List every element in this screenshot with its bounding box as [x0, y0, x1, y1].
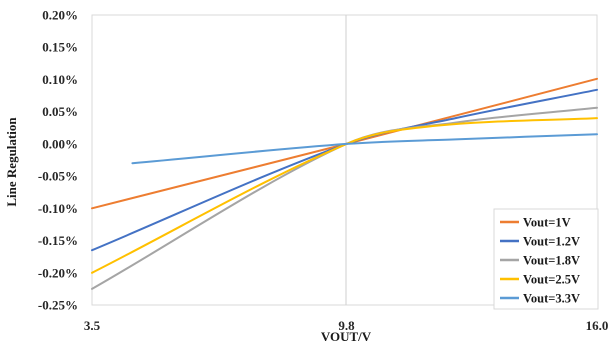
- y-tick-label: 0.20%: [42, 8, 78, 23]
- y-tick-label: 0.10%: [42, 72, 78, 87]
- y-tick-label: -0.10%: [38, 201, 78, 216]
- y-tick-label: 0.00%: [42, 136, 78, 151]
- y-tick-label: -0.15%: [38, 233, 78, 248]
- legend-label: Vout=2.5V: [523, 273, 580, 287]
- x-axis-tick-labels: 3.5 9.8 16.0: [84, 318, 609, 333]
- x-tick-label: 3.5: [84, 318, 101, 333]
- x-tick-label: 16.0: [586, 318, 609, 333]
- legend-label: Vout=1.2V: [523, 235, 580, 249]
- legend-label: Vout=3.3V: [523, 292, 580, 306]
- legend-label: Vout=1.8V: [523, 254, 580, 268]
- series-lines: [91, 77, 598, 290]
- y-tick-label: -0.20%: [38, 265, 78, 280]
- y-axis-title: Line Regulation: [4, 117, 19, 207]
- x-axis-title: VOUT/V: [321, 329, 372, 344]
- y-tick-label: -0.25%: [38, 298, 78, 313]
- x-tick-label: 9.8: [338, 318, 355, 333]
- legend-label: Vout=1V: [523, 216, 571, 230]
- y-tick-label: 0.05%: [42, 104, 78, 119]
- legend: Vout=1V Vout=1.2V Vout=1.8V Vout=2.5V Vout=3…: [493, 208, 599, 310]
- series-line-vout-3-3v: [131, 133, 598, 165]
- y-axis-tick-labels: 0.20% 0.15% 0.10% 0.05% 0.00% -0.05% -0.10% -0.…: [38, 8, 78, 313]
- y-tick-label: -0.05%: [38, 169, 78, 184]
- series-line-vout-2-5v: [91, 117, 598, 274]
- y-tick-label: 0.15%: [42, 40, 78, 55]
